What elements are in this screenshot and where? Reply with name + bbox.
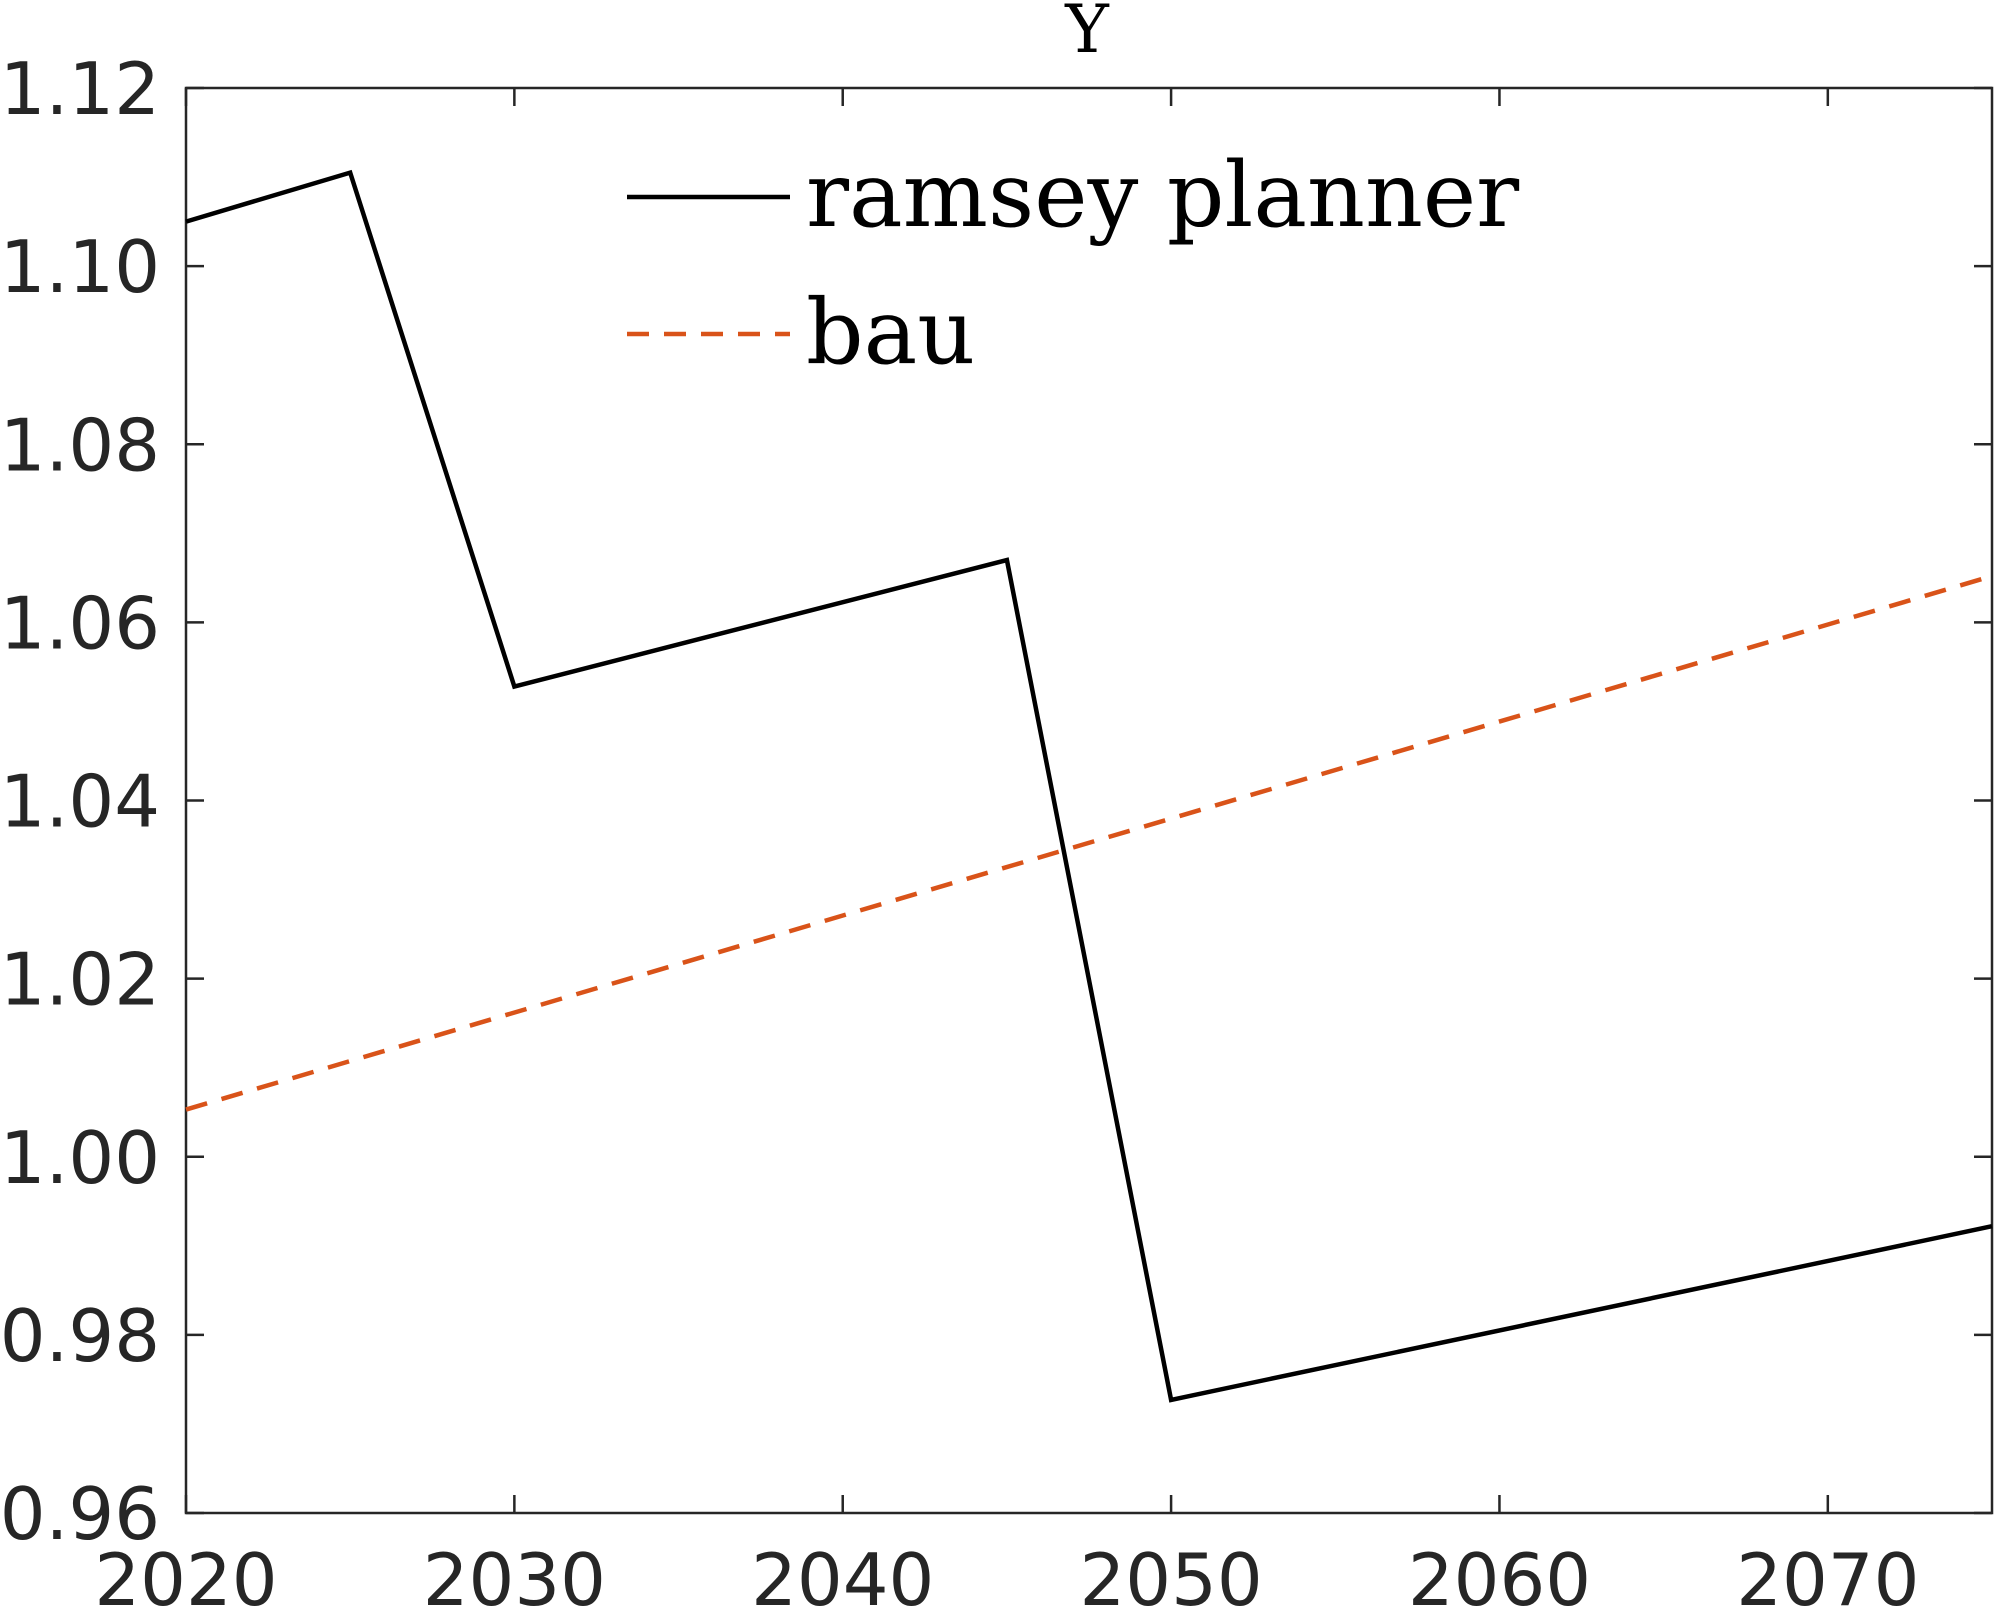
legend-label-bau: bau [806, 280, 975, 385]
x-tick-label: 2060 [1408, 1538, 1591, 1612]
y-tick-label: 1.06 [0, 581, 160, 665]
y-tick-label: 1.10 [0, 225, 160, 309]
y-tick-label: 1.02 [0, 938, 160, 1022]
x-tick-label: 2050 [1079, 1538, 1262, 1612]
plot-frame [184, 86, 1994, 1515]
x-tick-label: 2040 [751, 1538, 934, 1612]
chart-title: Y [1064, 0, 1110, 68]
y-tick-label: 1.08 [0, 403, 160, 487]
y-tick-label: 1.00 [0, 1116, 160, 1200]
series-line-ramsey-planner [185, 169, 1993, 1403]
x-tick-label: 2020 [94, 1538, 277, 1612]
legend-label-ramsey-planner: ramsey planner [806, 143, 1520, 248]
legend: ramsey planner bau [627, 143, 1520, 385]
y-tick-label: 1.12 [0, 47, 160, 131]
series-lines [185, 169, 1993, 1403]
x-tick-label: 2070 [1736, 1538, 1919, 1612]
x-tick-label: 2030 [423, 1538, 606, 1612]
axes: 2020 2030 2040 2050 2060 2070 0.96 0.98 1.00 1.02… [0, 47, 1994, 1612]
y-tick-label: 0.96 [0, 1472, 160, 1556]
y-tick-label: 0.98 [0, 1294, 160, 1378]
series-line-bau [185, 573, 1993, 1112]
y-tick-label: 1.04 [0, 760, 160, 844]
